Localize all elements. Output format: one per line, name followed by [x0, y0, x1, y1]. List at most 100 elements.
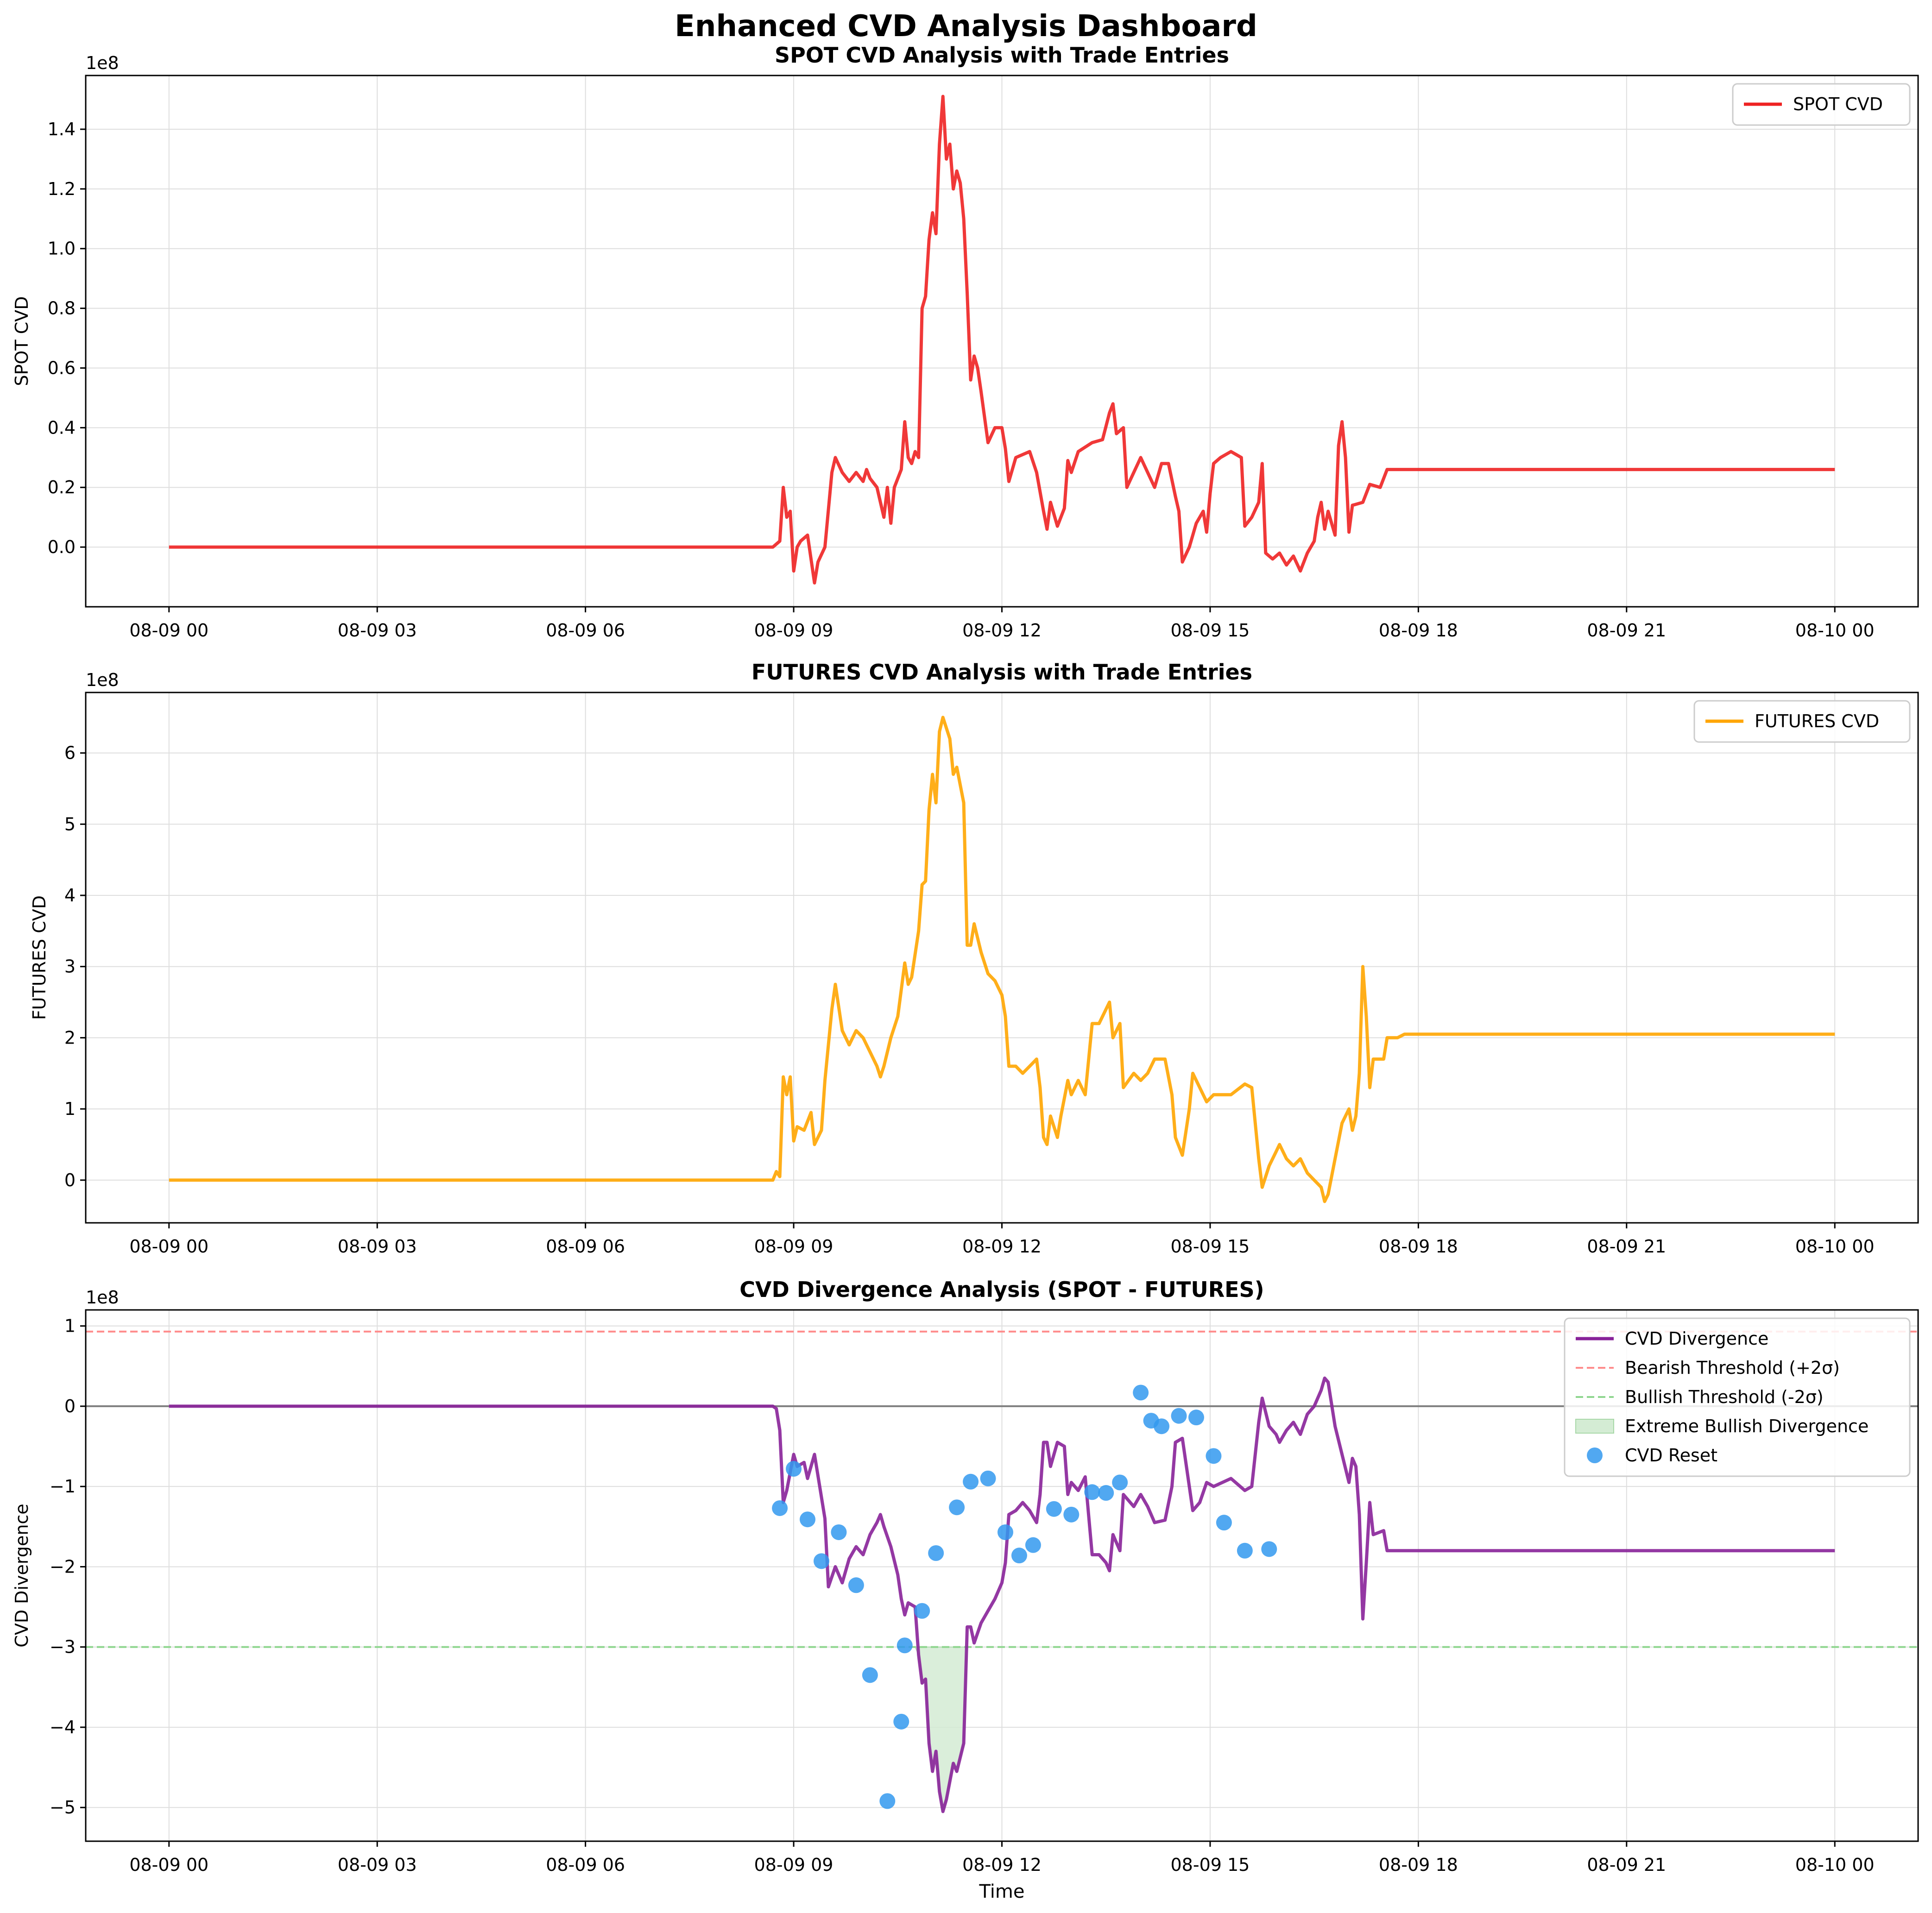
- cvd-reset-marker: [1171, 1408, 1187, 1424]
- chart-panel-3: 08-09 00 08-09 03 08-09 06 08-09 09 08-09 12…: [12, 1277, 1919, 1902]
- x-tick-label: 08-09 03: [338, 1855, 417, 1875]
- chart-panels: 08-09 00 08-09 03 08-09 06 08-09 09 08-09 12…: [12, 43, 1919, 1902]
- y-tick-label: 1: [64, 1099, 76, 1119]
- y-axis-label: CVD Divergence: [12, 1504, 32, 1647]
- x-tick-label: 08-09 12: [962, 1855, 1042, 1875]
- y-tick-label: 1.2: [48, 179, 76, 199]
- cvd-reset-marker: [848, 1577, 864, 1593]
- cvd-reset-marker: [914, 1603, 930, 1619]
- y-tick-label: 1.0: [48, 239, 76, 259]
- y-tick-label: 0.2: [48, 477, 76, 497]
- x-tick-label: 08-09 21: [1587, 1855, 1666, 1875]
- cvd-reset-marker: [862, 1667, 878, 1683]
- y-tick-label: 0.4: [48, 417, 76, 438]
- x-tick-label: 08-09 00: [129, 1236, 208, 1257]
- x-tick-label: 08-09 09: [754, 1236, 833, 1257]
- legend-box: [1693, 700, 1911, 743]
- x-tick-label: 08-09 21: [1587, 1236, 1666, 1257]
- cvd-reset-marker: [897, 1637, 913, 1654]
- cvd-reset-marker: [928, 1545, 944, 1561]
- cvd-reset-marker: [1112, 1474, 1128, 1491]
- y-tick-label: −3: [50, 1637, 76, 1657]
- cvd-reset-marker: [1025, 1537, 1041, 1553]
- cvd-reset-marker: [893, 1713, 909, 1730]
- series-line: [169, 1376, 1835, 1813]
- legend-label: CVD Reset: [1625, 1445, 1717, 1466]
- x-tick-label: 08-09 09: [754, 620, 833, 641]
- x-tick-label: 08-09 18: [1379, 620, 1458, 641]
- x-tick-label: 08-09 15: [1171, 620, 1250, 641]
- y-tick-label: 0.6: [48, 358, 76, 378]
- y-tick-label: −5: [50, 1797, 76, 1818]
- y-tick-label: −2: [50, 1556, 76, 1577]
- cvd-reset-marker: [1063, 1506, 1080, 1523]
- x-tick-label: 08-09 06: [546, 620, 625, 641]
- series-line: [169, 94, 1835, 585]
- cvd-reset-marker: [997, 1524, 1013, 1540]
- x-tick-label: 08-09 15: [1171, 1236, 1250, 1257]
- x-tick-label: 08-09 15: [1171, 1855, 1250, 1875]
- y-tick-label: −4: [50, 1717, 76, 1737]
- cvd-reset-marker: [1098, 1485, 1114, 1501]
- legend-label: Extreme Bullish Divergence: [1625, 1416, 1869, 1436]
- y-tick-label: −1: [50, 1476, 76, 1497]
- x-tick-label: 08-09 12: [962, 1236, 1042, 1257]
- x-tick-label: 08-09 21: [1587, 620, 1666, 641]
- y-tick-label: 2: [64, 1027, 76, 1048]
- x-tick-label: 08-09 18: [1379, 1855, 1458, 1875]
- y-tick-label: 4: [64, 885, 76, 906]
- cvd-reset-marker: [1133, 1384, 1149, 1401]
- x-tick-label: 08-09 03: [338, 620, 417, 641]
- legend: SPOT CVD: [1732, 83, 1911, 126]
- legend-patch-swatch: [1575, 1419, 1614, 1434]
- y-tick-label: 0: [64, 1170, 76, 1190]
- y-offset-text: 1e8: [86, 53, 119, 73]
- chart-title: FUTURES CVD Analysis with Trade Entries: [751, 660, 1252, 685]
- x-tick-label: 08-09 00: [129, 620, 208, 641]
- x-tick-label: 08-09 12: [962, 620, 1042, 641]
- chart-panel-2: 08-09 00 08-09 03 08-09 06 08-09 09 08-09 12…: [29, 660, 1919, 1257]
- x-tick-label: 08-09 09: [754, 1855, 833, 1875]
- legend: FUTURES CVD: [1693, 700, 1911, 743]
- series-line: [169, 716, 1835, 1203]
- cvd-reset-marker: [1084, 1484, 1100, 1500]
- x-tick-label: 08-09 03: [338, 1236, 417, 1257]
- x-tick-label: 08-10 00: [1795, 1855, 1875, 1875]
- x-tick-label: 08-09 18: [1379, 1236, 1458, 1257]
- cvd-reset-marker: [772, 1500, 788, 1516]
- x-tick-label: 08-09 06: [546, 1236, 625, 1257]
- x-tick-label: 08-10 00: [1795, 1236, 1875, 1257]
- chart-title: CVD Divergence Analysis (SPOT - FUTURES): [739, 1277, 1264, 1302]
- y-axis-label: FUTURES CVD: [29, 895, 50, 1020]
- legend-box: [1564, 1317, 1911, 1477]
- x-tick-label: 08-10 00: [1795, 620, 1875, 641]
- cvd-reset-marker: [980, 1470, 996, 1486]
- y-tick-label: 1.4: [48, 119, 76, 139]
- cvd-reset-marker: [813, 1553, 829, 1569]
- legend-dot-swatch: [1587, 1447, 1603, 1463]
- y-axis-label: SPOT CVD: [12, 296, 32, 386]
- cvd-reset-marker: [1188, 1410, 1204, 1426]
- dashboard-title: Enhanced CVD Analysis Dashboard: [675, 9, 1257, 44]
- y-tick-label: 5: [64, 814, 76, 834]
- plot-area: [169, 94, 1835, 585]
- cvd-reset-marker: [949, 1499, 965, 1516]
- cvd-reset-marker: [831, 1524, 847, 1540]
- legend-box: [1732, 83, 1911, 126]
- legend-label: FUTURES CVD: [1755, 711, 1879, 731]
- cvd-reset-marker: [786, 1461, 802, 1477]
- legend: CVD Divergence Bearish Threshold (+2σ) Bul…: [1564, 1317, 1911, 1477]
- cvd-reset-marker: [879, 1793, 896, 1809]
- cvd-reset-marker: [1216, 1515, 1232, 1531]
- legend-label: SPOT CVD: [1793, 94, 1883, 114]
- y-tick-label: 3: [64, 956, 76, 977]
- cvd-reset-marker: [1206, 1448, 1222, 1464]
- legend-label: CVD Divergence: [1625, 1328, 1768, 1349]
- cvd-reset-marker: [1237, 1542, 1253, 1559]
- y-tick-label: 6: [64, 743, 76, 763]
- chart-panel-1: 08-09 00 08-09 03 08-09 06 08-09 09 08-09 12…: [12, 43, 1919, 641]
- y-offset-text: 1e8: [86, 1287, 119, 1308]
